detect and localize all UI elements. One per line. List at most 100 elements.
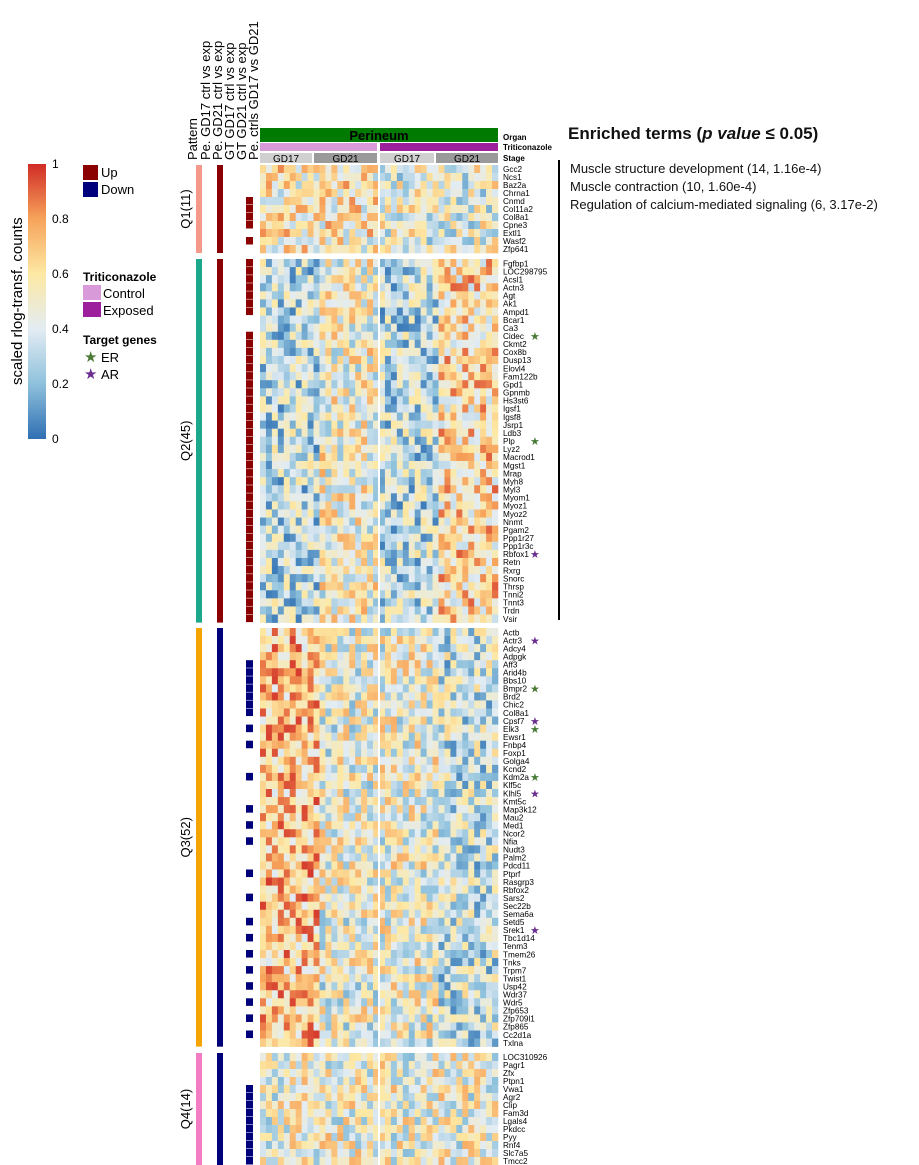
heatmap-cell [390,436,398,446]
heatmap-cell [480,1117,487,1126]
heatmap-cell [355,893,362,902]
heatmap-cell [319,869,326,878]
heatmap-cell [260,628,267,637]
heatmap-cell [301,347,308,357]
gt-gd21-flag [246,420,253,429]
gt-gd21-flag [246,1141,253,1149]
heatmap-cell [474,708,481,717]
heatmap-cell [438,299,445,308]
gene-label: Pgam2 [503,526,529,535]
colorbar [28,164,46,439]
heatmap-cell [408,1117,415,1126]
heatmap-cell [492,724,499,733]
heatmap-cell [361,509,368,518]
heatmap-cell [444,181,451,190]
gene-label: Lyz2 [503,445,520,454]
heatmap-cell [337,966,344,975]
heatmap-cell [271,493,279,502]
heatmap-cell [349,797,356,806]
heatmap-cell [331,950,338,959]
heatmap-cell [307,901,314,911]
heatmap-cell [295,941,302,951]
heatmap-cell [456,1077,463,1086]
heatmap-cell [361,291,368,300]
heatmap-cell [295,557,302,567]
heatmap-cell [379,323,386,333]
heatmap-cell [355,412,362,421]
heatmap-cell [468,837,475,846]
heatmap-cell [379,566,386,575]
heatmap-cell [480,941,487,951]
pe-gd21-direction-bar [217,259,223,623]
heatmap-cell [331,1117,338,1126]
heatmap-cell [390,933,398,943]
heatmap-cell [468,493,475,502]
heatmap-cell [480,837,487,846]
heatmap-cell [402,1069,410,1078]
heatmap-cell [260,388,267,397]
gene-label: Zfp641 [503,245,529,254]
heatmap-cell [301,598,308,607]
heatmap-cell [390,660,398,669]
heatmap-cell [355,509,362,518]
heatmap-cell [396,461,404,470]
heatmap-cell [474,229,481,238]
heatmap-cell [260,614,267,623]
heatmap-cell [289,315,296,324]
heatmap-cell [426,436,433,446]
heatmap-cell [438,901,445,911]
heatmap-cell [396,1061,404,1070]
heatmap-cell [408,259,415,268]
heatmap-cell [456,436,463,446]
heatmap-cell [265,339,273,349]
heatmap-cell [367,275,374,284]
heatmap-cell [367,901,374,911]
heatmap-cell [319,877,326,886]
heatmap-cell [325,756,332,766]
heatmap-cell [420,541,427,551]
heatmap-cell [277,189,285,198]
heatmap-cell [271,339,279,349]
heatmap-cell [408,205,415,214]
heatmap-cell [265,772,273,782]
heatmap-cell [444,901,451,911]
heatmap-cell [462,732,469,741]
heatmap-cell [492,1069,499,1078]
gene-label: Actr3 [503,636,523,645]
colorbar-tick-label: 0 [52,432,59,446]
heatmap-cell [307,708,314,717]
heatmap-cell [474,1125,481,1134]
heatmap-cell [384,299,392,308]
gt-gd21-flag [246,676,253,684]
heatmap-cell [373,452,380,462]
heatmap-cell [474,692,481,701]
heatmap-cell [492,355,499,365]
heatmap-cell [420,869,427,878]
heatmap-cell [432,165,439,174]
heatmap-cell [384,1093,392,1102]
heatmap-cell [373,676,380,685]
heatmap-cell [438,444,445,454]
heatmap-cell [480,998,487,1007]
heatmap-cell [480,380,487,389]
heatmap-cell [325,901,332,911]
heatmap-cell [396,982,404,991]
heatmap-cell [337,692,344,701]
heatmap-cell [480,364,487,373]
heatmap-cell [343,982,350,991]
heatmap-cell [456,590,463,599]
heatmap-cell [331,420,338,429]
heatmap-cell [283,982,291,991]
heatmap-cell [480,933,487,943]
heatmap-cell [361,901,368,911]
heatmap-cell [265,780,273,790]
heatmap-cell [277,668,285,677]
heatmap-cell [492,566,499,575]
heatmap-cell [325,805,332,814]
heatmap-cell [367,614,374,623]
heatmap-cell [367,893,374,902]
heatmap-cell [420,797,427,806]
heatmap-cell [367,813,374,822]
heatmap-cell [361,557,368,567]
heatmap-cell [384,644,392,653]
